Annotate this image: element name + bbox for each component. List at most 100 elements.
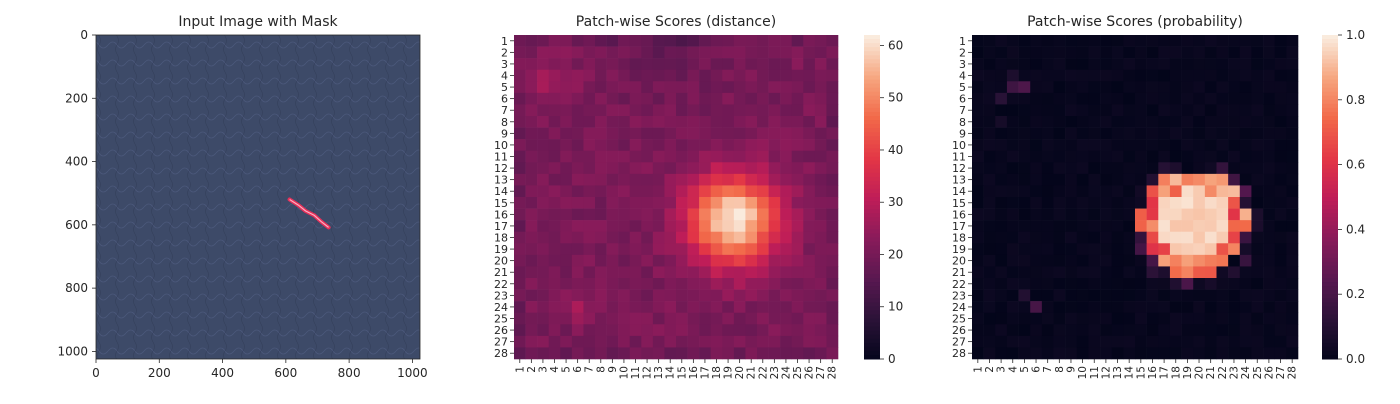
heatmap-cell — [1111, 46, 1124, 59]
heatmap-cell — [652, 278, 665, 290]
heatmap-cell — [983, 254, 996, 267]
heatmap-cell — [733, 278, 746, 290]
heatmap-cell — [1018, 46, 1031, 59]
heatmap-cell — [699, 335, 712, 348]
heatmap-cell — [606, 139, 619, 152]
heatmap-cell — [1076, 312, 1089, 325]
heatmap-cell — [1111, 312, 1124, 325]
heatmap-cell — [791, 104, 804, 117]
colorbar-segment — [864, 39, 880, 44]
heatmap-cell — [1065, 46, 1078, 59]
heatmap-cell — [676, 254, 688, 267]
heatmap-cell — [1204, 173, 1217, 186]
heatmap-cell — [664, 162, 677, 175]
heatmap-cell — [1065, 116, 1078, 128]
heatmap-cell — [757, 347, 769, 360]
heatmap-cell — [560, 220, 573, 233]
heatmap-cell — [1053, 58, 1066, 71]
heatmap-cell — [1006, 289, 1019, 302]
heatmap-cell — [1239, 46, 1252, 59]
heatmap-cell — [641, 35, 654, 47]
heatmap-cell — [652, 185, 665, 198]
heatmap-cell — [1216, 324, 1229, 337]
heatmap-cell — [757, 278, 769, 290]
heatmap-cell — [687, 197, 700, 209]
heatmap-cell — [1158, 162, 1171, 175]
heatmap-cell — [826, 197, 839, 209]
heatmap-cell — [1088, 220, 1101, 233]
y-tick-label: 28 — [494, 347, 508, 360]
heatmap-cell — [1100, 127, 1113, 140]
heatmap-cell — [1123, 150, 1136, 163]
heatmap-cell — [595, 208, 607, 221]
heatmap-cell — [1181, 162, 1194, 175]
colorbar-segment — [1322, 322, 1338, 328]
heatmap-cell — [826, 173, 839, 186]
heatmap-cell — [560, 81, 573, 94]
colorbar-segment — [1322, 294, 1338, 299]
heatmap-cell — [571, 197, 584, 209]
heatmap-cell — [652, 335, 665, 348]
heatmap-cell — [1076, 231, 1089, 244]
heatmap-cell — [1181, 266, 1194, 279]
heatmap-cell — [664, 324, 677, 337]
colorbar-segment — [1322, 290, 1338, 295]
heatmap-cell — [1065, 162, 1078, 175]
heatmap-cell — [1158, 312, 1171, 325]
colorbar-segment — [1322, 132, 1338, 137]
heatmap-cell — [1274, 185, 1287, 198]
heatmap-cell — [1065, 185, 1078, 198]
heatmap-cell — [1239, 35, 1252, 47]
heatmap-cell — [972, 92, 984, 105]
heatmap-cell — [1041, 301, 1054, 314]
heatmap-cell — [710, 116, 723, 128]
heatmap-cell — [972, 127, 984, 140]
heatmap-cell — [583, 116, 596, 128]
heatmap-cell — [1251, 243, 1264, 256]
heatmap-cell — [641, 347, 654, 360]
heatmap-cell — [525, 335, 538, 348]
y-tick-label: 20 — [494, 255, 508, 268]
heatmap-cell — [629, 301, 642, 314]
heatmap-cell — [757, 231, 769, 244]
heatmap-cell — [525, 104, 538, 117]
heatmap-cell — [1018, 266, 1031, 279]
heatmap-cell — [1239, 173, 1252, 186]
heatmap-cell — [664, 231, 677, 244]
heatmap-cell — [583, 150, 596, 163]
heatmap-cell — [525, 46, 538, 59]
heatmap-cell — [1076, 162, 1089, 175]
heatmap-cell — [1111, 220, 1124, 233]
heatmap-cell — [618, 254, 631, 267]
heatmap-cell — [1123, 69, 1136, 82]
heatmap-cell — [618, 150, 631, 163]
heatmap-cell — [983, 104, 996, 117]
y-tick-label: 3 — [501, 58, 508, 71]
heatmap-cell — [1065, 220, 1078, 233]
heatmap-cell — [699, 58, 712, 71]
heatmap-cell — [618, 81, 631, 94]
heatmap-cell — [1286, 162, 1299, 175]
y-tick-label: 28 — [952, 347, 966, 360]
heatmap-cell — [1158, 266, 1171, 279]
heatmap-cell — [972, 162, 984, 175]
colorbar-segment — [864, 261, 880, 267]
heatmap-cell — [687, 81, 700, 94]
heatmap-cell — [791, 231, 804, 244]
heatmap-cell — [733, 173, 746, 186]
heatmap-cell — [595, 243, 607, 256]
heatmap-cell — [537, 58, 550, 71]
heatmap-cell — [803, 46, 816, 59]
heatmap-cell — [1146, 185, 1159, 198]
heatmap-cell — [1158, 243, 1171, 256]
heatmap-cell — [826, 254, 839, 267]
panel3-y-ticks: 1234567891011121314151617181920212223242… — [952, 35, 972, 360]
heatmap-cell — [1204, 46, 1217, 59]
heatmap-cell — [571, 185, 584, 198]
heatmap-cell — [1169, 197, 1182, 209]
heatmap-cell — [1065, 173, 1078, 186]
heatmap-cell — [1146, 335, 1159, 348]
colorbar-segment — [1322, 99, 1338, 105]
heatmap-cell — [1193, 289, 1206, 302]
heatmap-cell — [1216, 81, 1229, 94]
